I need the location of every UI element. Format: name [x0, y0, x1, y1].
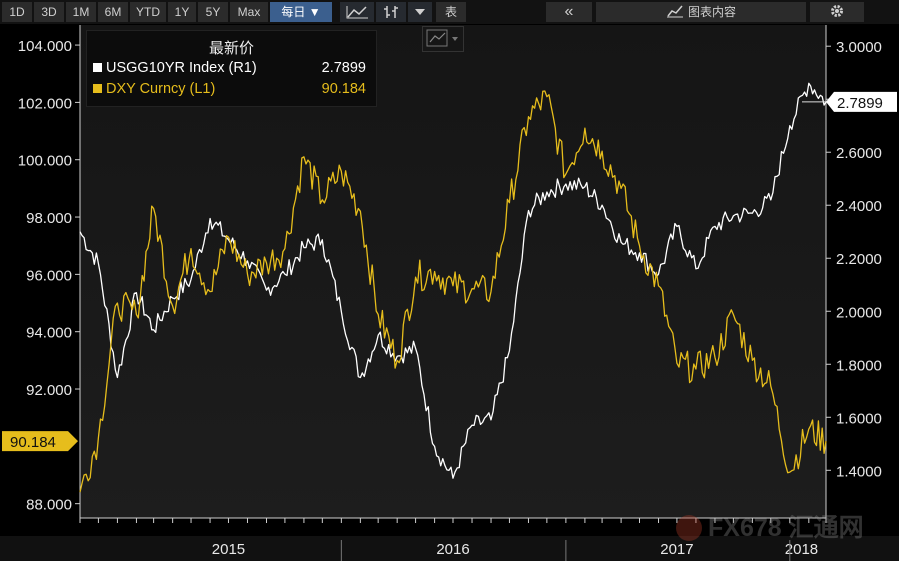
fx678-watermark: FX678 汇通网	[676, 508, 864, 544]
right-tick-label: 2.6000	[836, 145, 882, 162]
left-tick-label: 88.000	[26, 497, 72, 514]
ohlc-bars-button[interactable]	[376, 2, 406, 22]
legend-name-dxy: DXY Curncy (L1)	[106, 81, 216, 97]
ohlc-bars-icon	[384, 6, 398, 18]
frequency-dropdown[interactable]: 每日 ▼	[270, 2, 332, 22]
range-5y-button[interactable]: 5Y	[198, 2, 228, 22]
right-tick-label: 1.4000	[836, 463, 882, 480]
line-chart-button[interactable]	[340, 2, 374, 22]
range-3d-button[interactable]: 3D	[34, 2, 64, 22]
range-ytd-button[interactable]: YTD	[130, 2, 166, 22]
chart-content-label: 图表内容	[687, 5, 736, 19]
range-1y-button[interactable]: 1Y	[168, 2, 196, 22]
legend-value-dxy: 90.184	[321, 81, 366, 97]
dropdown-triangle-icon	[415, 9, 425, 15]
x-axis-band	[0, 536, 899, 561]
legend-title: 最新价	[208, 40, 254, 57]
right-tick-label: 1.8000	[836, 357, 882, 374]
chart-toolbar: 1D 3D 1M 6M YTD 1Y 5Y Max 每日 ▼ 表 « 图表内容	[0, 0, 899, 24]
left-tick-label: 96.000	[26, 267, 72, 284]
legend-swatch-dxy	[93, 84, 102, 93]
dxy-last-value-label: 90.184	[10, 434, 56, 451]
legend-box: 最新价 USGG10YR Index (R1) 2.7899 DXY Curncy…	[86, 30, 377, 107]
right-tick-label: 1.6000	[836, 410, 882, 427]
left-tick-label: 102.000	[18, 95, 72, 112]
left-tick-label: 104.000	[18, 38, 72, 55]
table-view-button[interactable]: 表	[436, 2, 466, 22]
x-year-label: 2017	[660, 541, 693, 558]
left-tick-label: 100.000	[18, 153, 72, 170]
dxy-last-value-tag	[2, 431, 78, 452]
usgg-last-value-label: 2.7899	[837, 95, 883, 112]
dxy-series-line	[79, 90, 827, 493]
right-tick-label: 2.0000	[836, 304, 882, 321]
mini-line-chart-icon	[426, 29, 458, 47]
range-max-button[interactable]: Max	[230, 2, 268, 22]
gear-icon	[831, 5, 843, 17]
legend-row-dxy: DXY Curncy (L1) 90.184	[93, 81, 366, 97]
left-tick-label: 94.000	[26, 325, 72, 342]
x-year-label: 2016	[436, 541, 469, 558]
usgg-last-value-tag	[826, 91, 897, 112]
chart-type-dropdown[interactable]	[408, 2, 432, 22]
range-6m-button[interactable]: 6M	[98, 2, 128, 22]
collapse-button[interactable]: «	[546, 2, 592, 22]
settings-button[interactable]	[810, 2, 864, 22]
line-chart-icon	[346, 6, 368, 19]
watermark-text: FX678 汇通网	[708, 514, 864, 542]
chart-content-button[interactable]: 图表内容	[596, 2, 806, 22]
right-tick-label: 2.4000	[836, 198, 882, 215]
x-year-label: 2015	[212, 541, 245, 558]
fx678-logo-icon	[676, 515, 702, 541]
legend-swatch-usgg	[93, 63, 102, 72]
right-tick-label: 2.2000	[836, 251, 882, 268]
chart-content-icon	[666, 5, 683, 18]
range-1m-button[interactable]: 1M	[66, 2, 96, 22]
left-tick-label: 92.000	[26, 382, 72, 399]
legend-value-usgg: 2.7899	[321, 60, 366, 76]
x-year-label: 2018	[785, 541, 818, 558]
legend-name-usgg: USGG10YR Index (R1)	[106, 60, 257, 76]
right-tick-label: 3.0000	[836, 39, 882, 56]
left-tick-label: 98.000	[26, 210, 72, 227]
legend-row-usgg: USGG10YR Index (R1) 2.7899	[93, 60, 366, 76]
usgg10yr-series-line	[79, 82, 827, 479]
plot-background	[80, 25, 826, 518]
range-1d-button[interactable]: 1D	[2, 2, 32, 22]
chart-style-selector[interactable]	[422, 26, 464, 52]
